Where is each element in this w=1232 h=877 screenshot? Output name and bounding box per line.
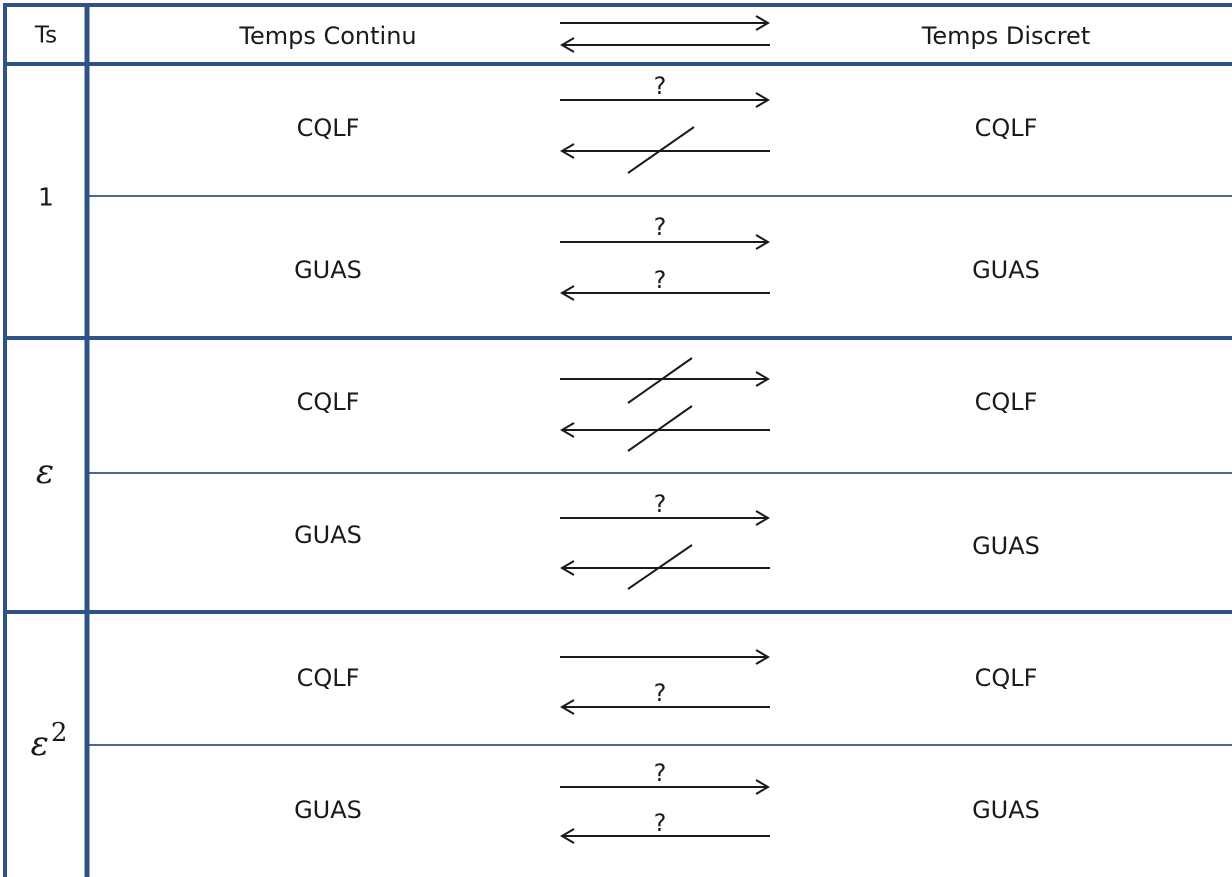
unknown-mark: ?: [653, 809, 667, 837]
exponent: 2: [50, 717, 68, 748]
continuous-time-header: Temps Continu: [239, 22, 417, 50]
discrete-property: GUAS: [972, 796, 1040, 824]
negation-slash: [627, 357, 693, 404]
unknown-mark: ?: [653, 213, 667, 241]
negation-slash: [627, 126, 695, 174]
discrete-property: CQLF: [974, 114, 1038, 142]
unknown-mark: ?: [653, 266, 667, 294]
negation-slash: [627, 544, 693, 590]
discrete-property: GUAS: [972, 532, 1040, 560]
continuous-property: GUAS: [294, 521, 362, 549]
unknown-mark: ?: [653, 72, 667, 100]
ts-value-epsilon: ε: [35, 452, 55, 492]
discrete-property: CQLF: [974, 664, 1038, 692]
negation-slash: [627, 405, 693, 452]
continuous-property: GUAS: [294, 796, 362, 824]
ts-value-epsilon-squared: ε2: [30, 717, 68, 764]
discrete-time-header: Temps Discret: [921, 22, 1091, 50]
ts-value-1: 1: [38, 182, 54, 212]
continuous-property: GUAS: [294, 256, 362, 284]
continuous-property: CQLF: [296, 388, 360, 416]
unknown-mark: ?: [653, 759, 667, 787]
discrete-property: GUAS: [972, 256, 1040, 284]
ts-header: Ts: [34, 22, 58, 49]
continuous-property: CQLF: [296, 114, 360, 142]
discrete-property: CQLF: [974, 388, 1038, 416]
unknown-mark: ?: [653, 679, 667, 707]
unknown-mark: ?: [653, 490, 667, 518]
table-border: [3, 3, 1232, 877]
continuous-property: CQLF: [296, 664, 360, 692]
